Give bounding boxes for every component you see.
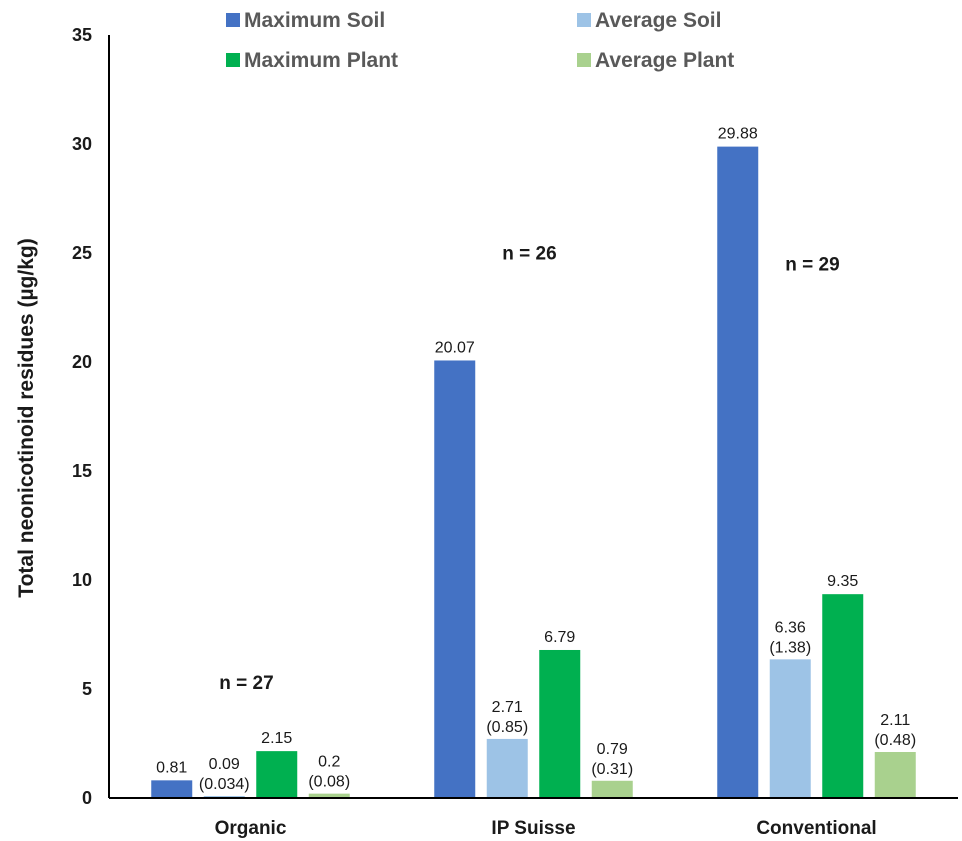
bar xyxy=(822,594,864,798)
data-label: 9.35 xyxy=(827,573,858,590)
sample-size-annotation: n = 27 xyxy=(219,673,273,694)
y-tick-label: 30 xyxy=(72,134,92,154)
data-label: 0.2 xyxy=(318,754,340,771)
legend-label: Average Soil xyxy=(595,9,721,32)
bar xyxy=(308,793,350,798)
bar xyxy=(591,780,633,798)
x-tick-label: IP Suisse xyxy=(491,818,575,839)
legend-swatch xyxy=(226,13,240,27)
bar xyxy=(717,146,759,799)
data-label: 2.71 xyxy=(492,699,523,716)
legend-swatch xyxy=(577,13,591,27)
data-label: 0.79 xyxy=(597,741,628,758)
x-axis: Organic IP Suisse Conventional xyxy=(109,797,958,839)
data-label: 0.09 xyxy=(209,756,240,773)
data-label: 6.36 xyxy=(775,619,806,636)
y-tick-label: 25 xyxy=(72,243,92,263)
data-sublabel: (0.85) xyxy=(486,719,528,736)
y-axis: 0 5 10 15 20 25 30 35 xyxy=(72,25,110,808)
data-label: 2.11 xyxy=(880,712,910,729)
bar xyxy=(256,751,298,798)
bar xyxy=(539,649,581,798)
bar-group xyxy=(151,146,916,799)
data-label: 0.81 xyxy=(156,759,187,776)
data-sublabel: (0.31) xyxy=(591,761,633,778)
y-tick-label: 20 xyxy=(72,352,92,372)
chart-legend: Maximum Soil Average Soil Maximum Plant Ave… xyxy=(226,9,734,72)
data-sublabel: (0.08) xyxy=(308,774,350,791)
legend-label: Maximum Plant xyxy=(244,49,398,72)
y-tick-label: 10 xyxy=(72,570,92,590)
data-label: 2.15 xyxy=(261,730,292,747)
y-tick-label: 0 xyxy=(82,788,92,808)
bar xyxy=(434,360,476,798)
bar xyxy=(151,780,193,798)
data-label: 29.88 xyxy=(718,126,758,143)
y-tick-label: 15 xyxy=(72,461,92,481)
bar xyxy=(769,659,811,798)
data-sublabel: (0.48) xyxy=(874,732,916,749)
data-label: 6.79 xyxy=(544,629,575,646)
data-sublabel: (1.38) xyxy=(769,639,811,656)
legend-swatch xyxy=(577,53,591,67)
legend-label: Average Plant xyxy=(595,49,734,72)
sample-size-annotation: n = 29 xyxy=(785,254,839,275)
x-tick-label: Organic xyxy=(215,818,287,839)
legend-label: Maximum Soil xyxy=(244,9,385,32)
y-tick-label: 5 xyxy=(82,679,92,699)
bar xyxy=(874,752,916,798)
x-tick-label: Conventional xyxy=(756,818,876,839)
data-sublabel: (0.034) xyxy=(199,776,250,793)
bar xyxy=(486,738,528,798)
y-tick-label: 35 xyxy=(72,25,92,45)
data-label: 20.07 xyxy=(435,339,475,356)
y-axis-label: Total neonicotinoid residues (µg/kg) xyxy=(15,238,38,597)
sample-size-annotation: n = 26 xyxy=(502,244,556,265)
legend-swatch xyxy=(226,53,240,67)
data-labels: 0.81 20.07 29.88 0.09 (0.034) 2.71 (0.85) 6.36 (… xyxy=(156,126,916,793)
